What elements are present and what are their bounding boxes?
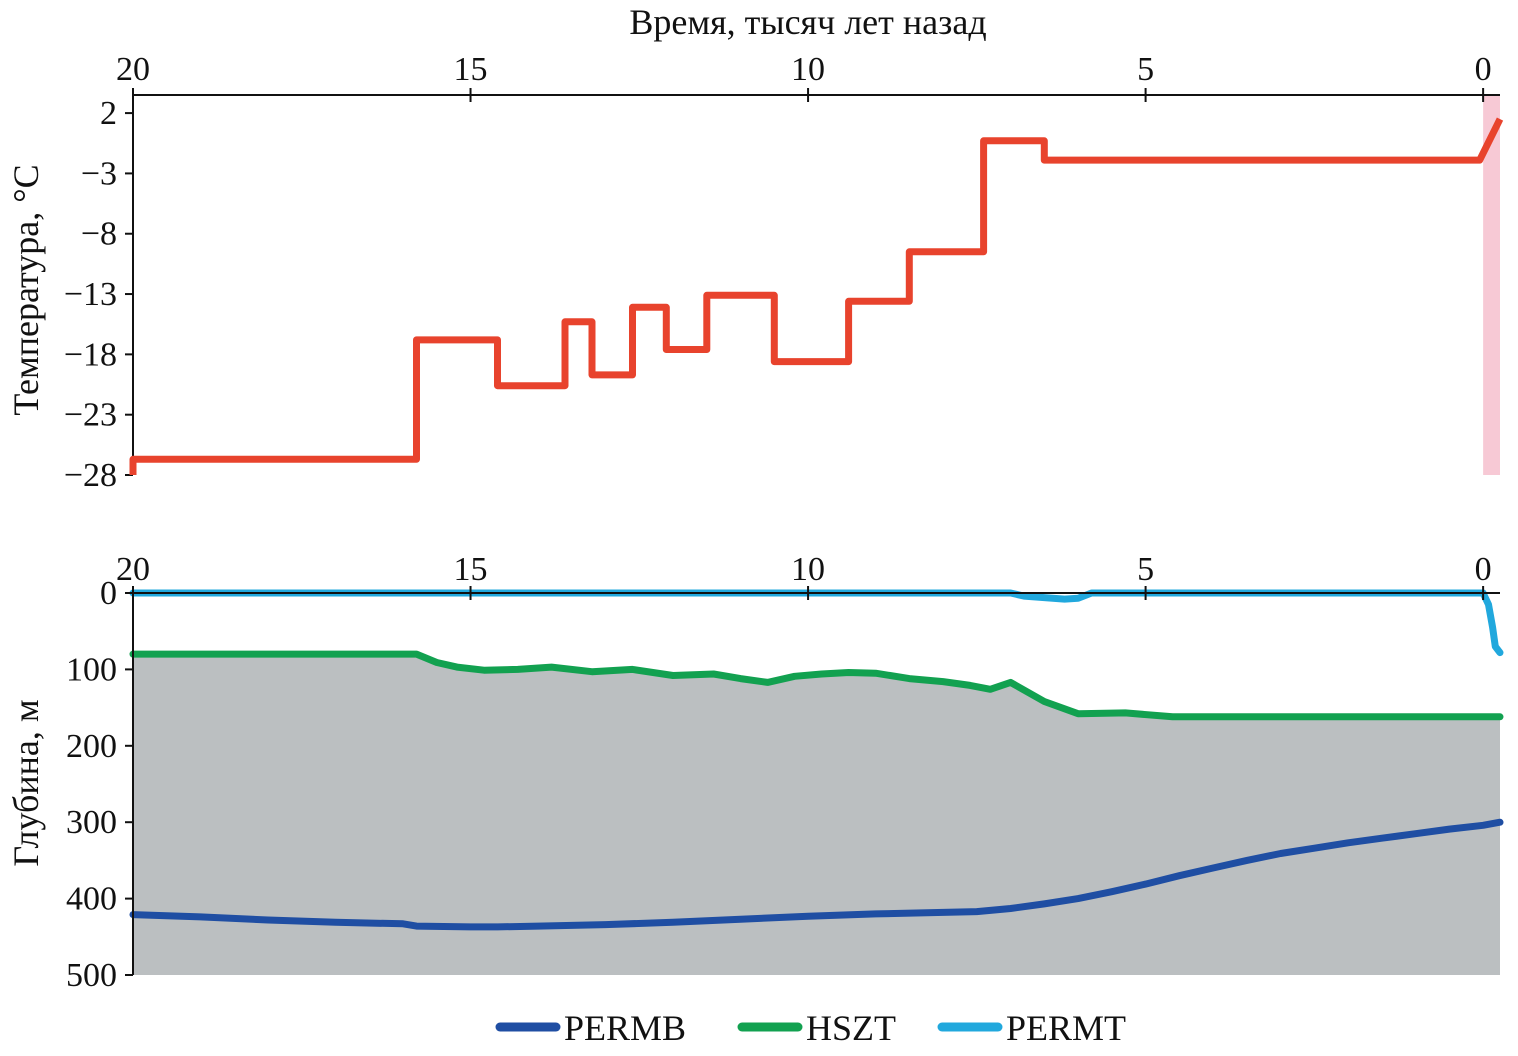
- temperature-series-line: [129, 117, 1504, 475]
- depth-y-ticks: 0 100 200 300 400 500: [66, 575, 133, 994]
- depth-y-tick-label: 200: [66, 728, 117, 765]
- temperature-y-tick-label: −23: [64, 397, 117, 434]
- present-day-band: [1483, 95, 1500, 475]
- depth-y-tick-label: 300: [66, 804, 117, 841]
- temperature-axis-title: Температура, °C: [6, 164, 46, 415]
- depth-y-tick-label: 0: [100, 575, 117, 612]
- time-axis-title: Время, тысяч лет назад: [629, 2, 986, 42]
- depth-axis-title: Глубина, м: [6, 699, 46, 866]
- depth-panel: 20 15 10 5 0 0 100 200 300 400 500 Глубина, м: [6, 551, 1504, 994]
- depth-y-tick-label: 500: [66, 957, 117, 994]
- depth-y-tick-label: 400: [66, 881, 117, 918]
- depth-x-tick-label: 5: [1137, 551, 1154, 588]
- legend-label-hszt: HSZT: [806, 1008, 896, 1048]
- depth-x-ticks: 20 15 10 5 0: [116, 551, 1492, 600]
- temperature-y-tick-label: −3: [81, 155, 117, 192]
- legend: PERMB HSZT PERMT: [495, 1008, 1126, 1048]
- legend-label-permb: PERMB: [564, 1008, 686, 1048]
- temperature-x-tick-label: 15: [454, 51, 488, 88]
- depth-y-tick-label: 100: [66, 651, 117, 688]
- depth-x-tick-label: 10: [791, 551, 825, 588]
- temperature-band-layer: [1483, 95, 1500, 475]
- temperature-series-layer: [129, 117, 1504, 475]
- temperature-x-tick-label: 0: [1475, 51, 1492, 88]
- temperature-x-tick-label: 5: [1137, 51, 1154, 88]
- temperature-y-tick-label: −28: [64, 457, 117, 494]
- temperature-y-tick-label: 2: [100, 95, 117, 132]
- depth-area-layer: [133, 654, 1500, 975]
- depth-x-tick-label: 20: [116, 551, 150, 588]
- temperature-y-ticks: 2 −3 −8 −13 −18 −23 −28: [64, 95, 133, 494]
- temperature-y-tick-label: −13: [64, 276, 117, 313]
- temperature-x-tick-label: 20: [116, 51, 150, 88]
- temperature-y-tick-label: −18: [64, 336, 117, 373]
- depth-axes: [132, 592, 1500, 975]
- depth-x-tick-label: 0: [1475, 551, 1492, 588]
- depth-x-tick-label: 15: [454, 551, 488, 588]
- legend-label-permt: PERMT: [1006, 1008, 1126, 1048]
- depth-series-permb: [129, 818, 1504, 931]
- temperature-axes: [132, 94, 1500, 475]
- depth-series-permt: [129, 589, 1504, 657]
- temperature-x-tick-label: 10: [791, 51, 825, 88]
- temperature-x-ticks: 20 15 10 5 0: [116, 51, 1492, 102]
- depth-shaded-area: [133, 654, 1500, 975]
- temperature-panel: Время, тысяч лет назад 20 15 10 5 0 2 −3 −8 −13…: [6, 2, 1504, 494]
- temperature-y-tick-label: −8: [81, 216, 117, 253]
- depth-series-hszt: [129, 650, 1504, 721]
